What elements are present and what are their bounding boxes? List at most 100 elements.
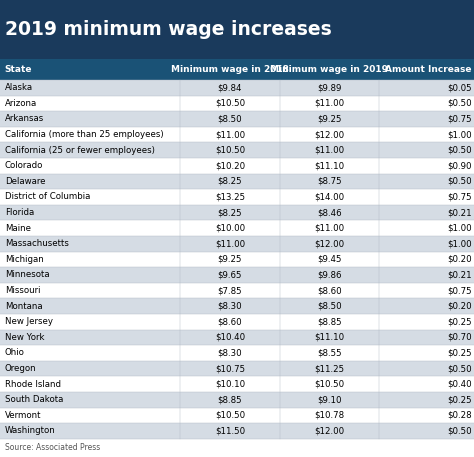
Bar <box>0 251 474 267</box>
Bar <box>0 314 474 329</box>
Text: Minimum wage in 2018: Minimum wage in 2018 <box>171 65 289 74</box>
Text: $8.55: $8.55 <box>317 348 342 357</box>
Text: $9.25: $9.25 <box>317 114 342 123</box>
Text: $0.50: $0.50 <box>447 426 472 436</box>
Text: $9.89: $9.89 <box>317 83 342 92</box>
Text: $0.21: $0.21 <box>447 271 472 279</box>
Bar <box>0 298 474 314</box>
Text: $0.50: $0.50 <box>447 99 472 108</box>
Bar <box>0 361 474 376</box>
Text: $11.10: $11.10 <box>314 333 345 342</box>
Text: $13.25: $13.25 <box>215 192 245 202</box>
Text: Washington: Washington <box>5 426 55 436</box>
Text: Arizona: Arizona <box>5 99 37 108</box>
Text: $9.25: $9.25 <box>218 255 242 264</box>
Text: $10.20: $10.20 <box>215 161 245 170</box>
Bar <box>0 329 474 345</box>
Text: Arkansas: Arkansas <box>5 114 44 123</box>
Text: Amount Increase: Amount Increase <box>385 65 472 74</box>
Text: $11.00: $11.00 <box>215 239 245 248</box>
Bar <box>0 345 474 361</box>
Bar <box>0 236 474 251</box>
Bar <box>0 408 474 423</box>
Text: $0.28: $0.28 <box>447 411 472 420</box>
Text: $12.00: $12.00 <box>314 426 345 436</box>
Text: Oregon: Oregon <box>5 364 36 373</box>
Text: $8.50: $8.50 <box>218 114 242 123</box>
Text: $0.25: $0.25 <box>447 317 472 326</box>
Text: Source: Associated Press: Source: Associated Press <box>5 443 100 452</box>
Text: $11.25: $11.25 <box>314 364 345 373</box>
Text: $10.40: $10.40 <box>215 333 245 342</box>
Text: $9.84: $9.84 <box>218 83 242 92</box>
Text: $11.50: $11.50 <box>215 426 245 436</box>
Text: $8.75: $8.75 <box>317 177 342 186</box>
Text: $0.20: $0.20 <box>447 302 472 311</box>
Text: $7.85: $7.85 <box>218 286 242 295</box>
Text: $0.90: $0.90 <box>447 161 472 170</box>
Text: Montana: Montana <box>5 302 42 311</box>
Text: Missouri: Missouri <box>5 286 40 295</box>
Bar <box>0 205 474 220</box>
Text: $0.50: $0.50 <box>447 364 472 373</box>
Text: $11.00: $11.00 <box>314 146 345 154</box>
Text: $9.65: $9.65 <box>218 271 242 279</box>
Text: Rhode Island: Rhode Island <box>5 380 61 388</box>
Text: $8.50: $8.50 <box>317 302 342 311</box>
Text: New York: New York <box>5 333 44 342</box>
Bar <box>0 80 474 96</box>
Text: $11.00: $11.00 <box>314 99 345 108</box>
Text: State: State <box>5 65 32 74</box>
Text: $10.00: $10.00 <box>215 223 245 233</box>
Text: $8.60: $8.60 <box>218 317 242 326</box>
Bar <box>0 220 474 236</box>
Text: $0.25: $0.25 <box>447 395 472 404</box>
Text: $1.00: $1.00 <box>447 130 472 139</box>
Text: Maine: Maine <box>5 223 31 233</box>
Text: $10.50: $10.50 <box>215 411 245 420</box>
Text: California (25 or fewer employees): California (25 or fewer employees) <box>5 146 155 154</box>
Text: Colorado: Colorado <box>5 161 43 170</box>
Text: California (more than 25 employees): California (more than 25 employees) <box>5 130 164 139</box>
Text: $8.25: $8.25 <box>218 208 242 217</box>
Text: Florida: Florida <box>5 208 34 217</box>
Text: $0.20: $0.20 <box>447 255 472 264</box>
Text: $0.75: $0.75 <box>447 286 472 295</box>
Text: $0.50: $0.50 <box>447 146 472 154</box>
Bar <box>0 283 474 298</box>
Text: $10.78: $10.78 <box>314 411 345 420</box>
Text: $1.00: $1.00 <box>447 223 472 233</box>
Text: $0.70: $0.70 <box>447 333 472 342</box>
Bar <box>0 111 474 127</box>
Text: Minimum wage in 2019: Minimum wage in 2019 <box>271 65 388 74</box>
Text: $11.00: $11.00 <box>215 130 245 139</box>
Bar <box>0 392 474 408</box>
Text: Ohio: Ohio <box>5 348 25 357</box>
Text: $0.25: $0.25 <box>447 348 472 357</box>
Text: Alaska: Alaska <box>5 83 33 92</box>
Text: $1.00: $1.00 <box>447 239 472 248</box>
Text: $8.85: $8.85 <box>317 317 342 326</box>
Bar <box>0 127 474 143</box>
Text: $8.25: $8.25 <box>218 177 242 186</box>
Bar <box>0 158 474 174</box>
Text: Michigan: Michigan <box>5 255 44 264</box>
Text: Massachusetts: Massachusetts <box>5 239 69 248</box>
Text: $9.86: $9.86 <box>317 271 342 279</box>
Bar <box>0 174 474 189</box>
Text: $0.75: $0.75 <box>447 114 472 123</box>
Text: $10.50: $10.50 <box>314 380 345 388</box>
Bar <box>0 143 474 158</box>
Bar <box>0 423 474 439</box>
Text: Vermont: Vermont <box>5 411 41 420</box>
Bar <box>0 96 474 111</box>
Text: $8.46: $8.46 <box>317 208 342 217</box>
Text: $10.10: $10.10 <box>215 380 245 388</box>
Text: $8.30: $8.30 <box>218 302 242 311</box>
Text: $12.00: $12.00 <box>314 239 345 248</box>
Bar <box>0 267 474 283</box>
Text: $0.75: $0.75 <box>447 192 472 202</box>
Bar <box>0 0 474 59</box>
Text: $11.10: $11.10 <box>314 161 345 170</box>
Text: $10.75: $10.75 <box>215 364 245 373</box>
